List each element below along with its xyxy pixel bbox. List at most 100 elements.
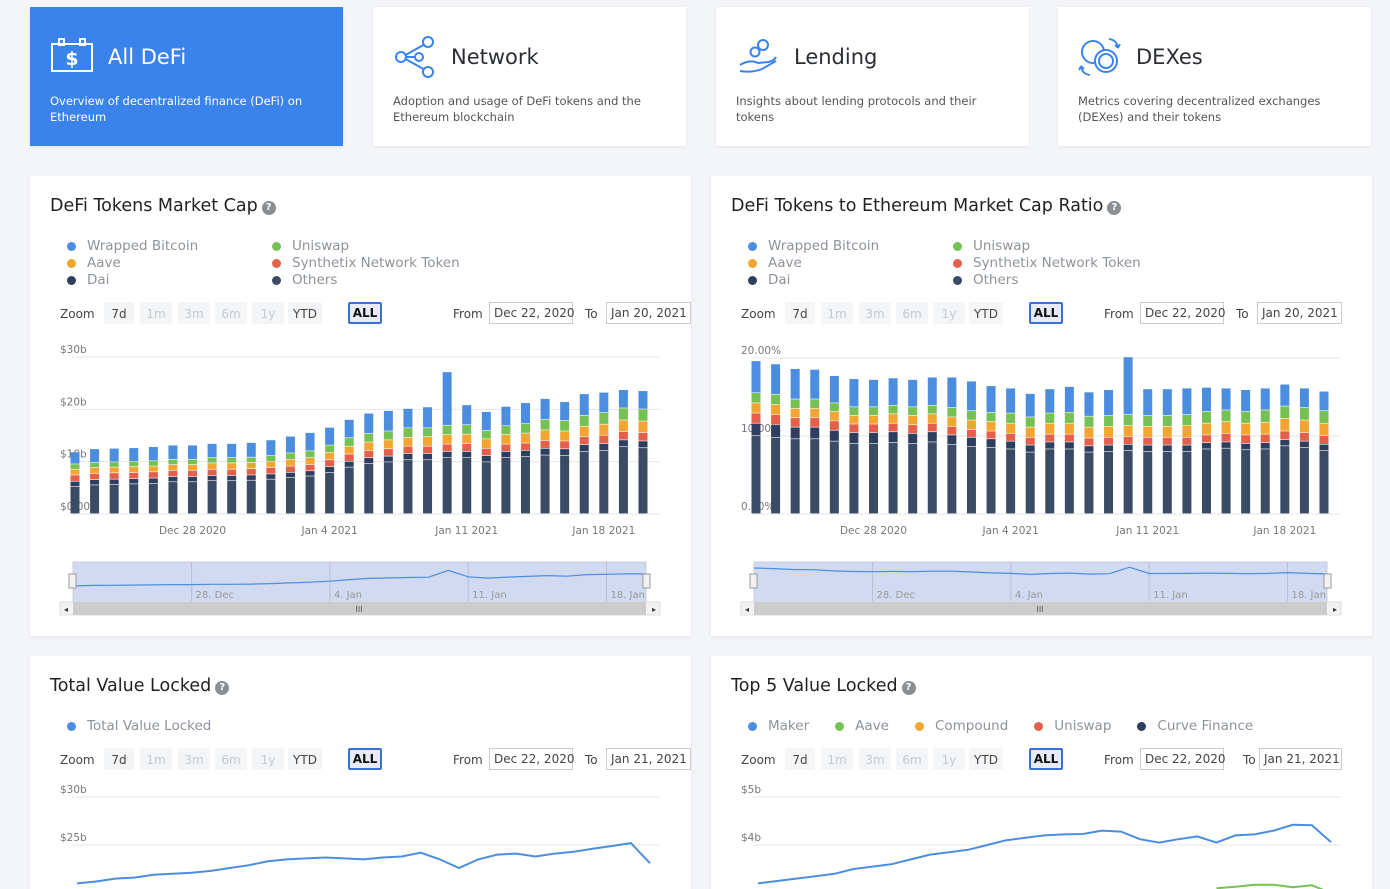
x-tick-label: Jan 4 2021 — [300, 525, 357, 537]
zoom-6m-button[interactable]: 6m — [215, 302, 247, 324]
bar-segment — [246, 468, 256, 475]
legend-item[interactable]: Wrapped Bitcoin — [748, 238, 953, 255]
category-card-all-defi[interactable]: $ All DeFi Overview of decentralized fin… — [30, 7, 343, 146]
legend-item[interactable]: Synthetix Network Token — [953, 255, 1213, 272]
zoom-1y-button[interactable]: 1y — [252, 748, 284, 770]
bar-segment — [790, 368, 800, 399]
bar-segment — [1182, 437, 1192, 445]
help-icon[interactable]: ? — [1107, 201, 1122, 215]
bar-segment — [129, 478, 139, 484]
zoom-3m-button[interactable]: 3m — [859, 748, 891, 770]
legend-item[interactable]: Uniswap — [1034, 718, 1111, 735]
from-date-input[interactable]: Dec 22, 2020 — [489, 748, 574, 770]
bar-segment — [849, 432, 859, 444]
bar-segment — [986, 431, 996, 439]
zoom-1y-button[interactable]: 1y — [252, 302, 284, 324]
zoom-ytd-button[interactable]: YTD — [969, 302, 1003, 324]
from-date-input[interactable]: Dec 22, 2020 — [1140, 302, 1225, 324]
zoom-6m-button[interactable]: 6m — [215, 748, 247, 770]
category-card-lending[interactable]: Lending Insights about lending protocols… — [716, 7, 1029, 146]
bar-segment — [908, 433, 918, 444]
bar-segment — [207, 469, 217, 476]
bar-segment — [227, 469, 237, 476]
zoom-ytd-button[interactable]: YTD — [969, 748, 1003, 770]
legend-item[interactable]: Curve Finance — [1137, 718, 1253, 735]
bar-segment — [1319, 444, 1329, 451]
zoom-1y-button[interactable]: 1y — [933, 748, 965, 770]
bar-segment — [1280, 418, 1290, 431]
to-date-input[interactable]: Jan 21, 2021 — [606, 748, 691, 770]
zoom-all-button[interactable]: ALL — [348, 302, 382, 324]
lending-hand-icon — [739, 39, 777, 73]
legend-dot — [1137, 722, 1147, 731]
zoom-all-button[interactable]: ALL — [348, 748, 382, 770]
bar-segment — [1143, 426, 1153, 437]
legend-dot — [67, 242, 76, 251]
zoom-7d-button[interactable]: 7d — [104, 748, 134, 770]
bar-segment — [168, 476, 178, 482]
bar-segment — [1299, 447, 1309, 514]
zoom-6m-button[interactable]: 6m — [896, 748, 928, 770]
legend-item[interactable]: Aave — [67, 255, 272, 272]
legend-item[interactable]: Compound — [914, 718, 1008, 735]
bar-segment — [285, 477, 295, 514]
legend-item[interactable]: Dai — [67, 272, 272, 289]
zoom-label: Zoom — [741, 753, 776, 767]
zoom-3m-button[interactable]: 3m — [859, 302, 891, 324]
legend-item[interactable]: Uniswap — [272, 238, 532, 255]
from-date-input[interactable]: Dec 22, 2020 — [489, 302, 574, 324]
legend-item[interactable]: Wrapped Bitcoin — [67, 238, 272, 255]
zoom-7d-button[interactable]: 7d — [104, 302, 134, 324]
to-date-input[interactable]: Jan 21, 2021 — [1259, 748, 1342, 770]
bar-segment — [423, 446, 433, 454]
legend-item[interactable]: Others — [953, 272, 1213, 289]
zoom-1m-button[interactable]: 1m — [140, 302, 172, 324]
zoom-3m-button[interactable]: 3m — [178, 302, 210, 324]
bar-segment — [1299, 432, 1309, 441]
bar-segment — [1162, 415, 1172, 427]
legend-item[interactable]: Aave — [748, 255, 953, 272]
bar-segment — [1025, 417, 1035, 427]
bar-segment — [1162, 437, 1172, 445]
zoom-all-button[interactable]: ALL — [1029, 302, 1063, 324]
from-date-input[interactable]: Dec 22, 2020 — [1140, 748, 1225, 770]
bar-segment — [423, 407, 433, 428]
zoom-1y-button[interactable]: 1y — [933, 302, 965, 324]
bar-segment — [520, 423, 530, 433]
legend-item[interactable]: Uniswap — [953, 238, 1213, 255]
legend-item[interactable]: Maker — [748, 718, 809, 735]
bar-segment — [129, 466, 139, 473]
to-date-input[interactable]: Jan 20, 2021 — [606, 302, 691, 324]
zoom-3m-button[interactable]: 3m — [178, 748, 210, 770]
bar-segment — [1201, 449, 1211, 514]
zoom-7d-button[interactable]: 7d — [785, 748, 815, 770]
legend-item[interactable]: Total Value Locked — [67, 718, 211, 735]
bar-segment — [442, 458, 452, 514]
zoom-7d-button[interactable]: 7d — [785, 302, 815, 324]
zoom-6m-button[interactable]: 6m — [896, 302, 928, 324]
zoom-ytd-button[interactable]: YTD — [288, 748, 322, 770]
help-icon[interactable]: ? — [901, 681, 916, 695]
bar-segment — [771, 437, 781, 514]
legend-item[interactable]: Synthetix Network Token — [272, 255, 532, 272]
legend-item[interactable]: Dai — [748, 272, 953, 289]
zoom-1m-button[interactable]: 1m — [821, 748, 853, 770]
x-tick-label: Jan 18 2021 — [571, 525, 635, 537]
zoom-all-button[interactable]: ALL — [1029, 748, 1063, 770]
to-date-input[interactable]: Jan 20, 2021 — [1257, 302, 1342, 324]
bar-segment — [1260, 422, 1270, 434]
bar-segment — [325, 445, 335, 453]
bar-segment — [188, 470, 198, 477]
zoom-1m-button[interactable]: 1m — [821, 302, 853, 324]
category-card-dexes[interactable]: DEXes Metrics covering decentralized exc… — [1058, 7, 1371, 146]
help-icon[interactable]: ? — [215, 681, 230, 695]
category-card-network[interactable]: Network Adoption and usage of DeFi token… — [373, 7, 686, 146]
y-tick-label: $0.00 — [60, 501, 90, 513]
bar-segment — [1182, 414, 1192, 426]
zoom-ytd-button[interactable]: YTD — [288, 302, 322, 324]
legend-item[interactable]: Aave — [835, 718, 889, 735]
bar-segment — [129, 448, 139, 462]
help-icon[interactable]: ? — [261, 201, 276, 215]
zoom-1m-button[interactable]: 1m — [140, 748, 172, 770]
legend-item[interactable]: Others — [272, 272, 532, 289]
